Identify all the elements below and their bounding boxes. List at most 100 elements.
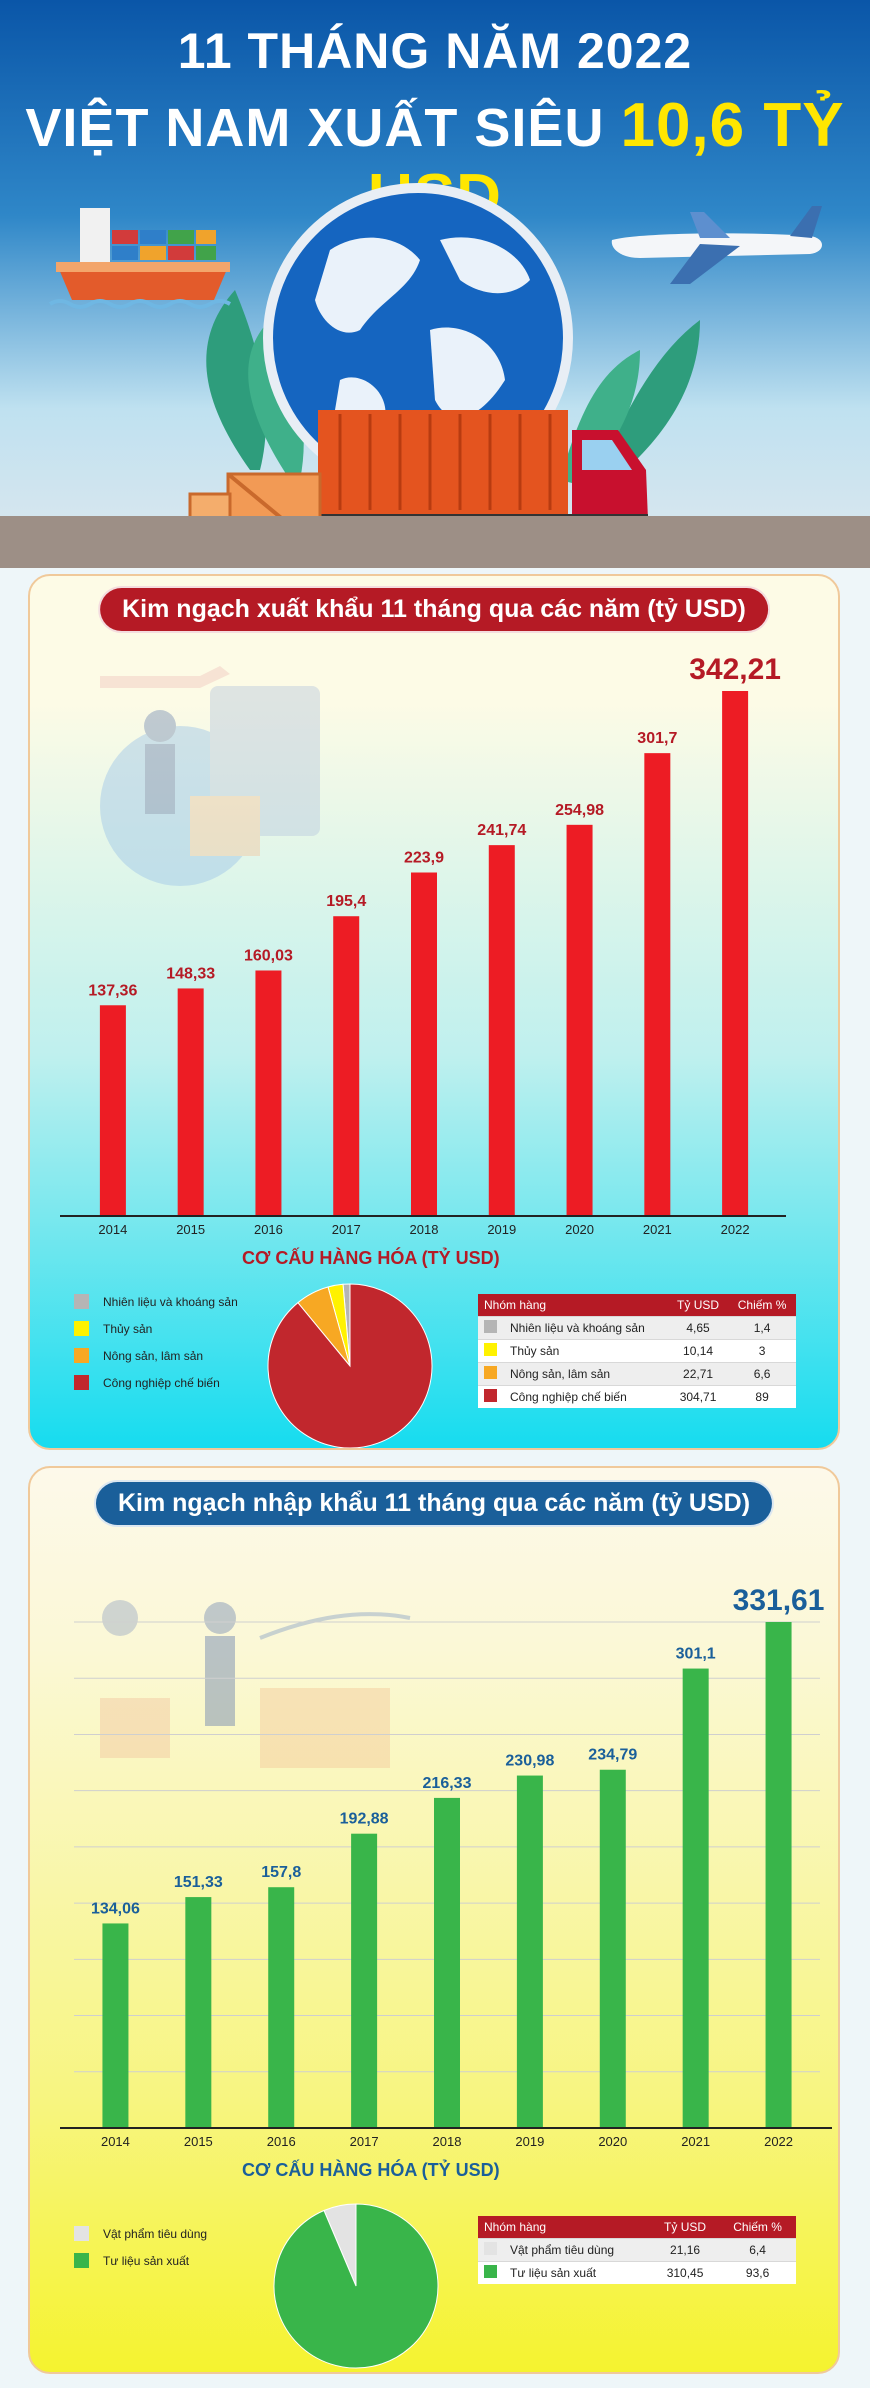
export-year-label: 2015 (176, 1222, 205, 1237)
row-group-name: Công nghiệp chế biến (504, 1384, 668, 1408)
export-bar-2019 (488, 845, 515, 1216)
import-pie-legend: Vật phẩm tiêu dùng Tư liệu sản xuất (74, 2220, 207, 2274)
row-share: 1,4 (728, 1315, 796, 1339)
import-year-label: 2022 (764, 2134, 793, 2149)
legend-swatch (74, 1348, 89, 1363)
import-structure-title: CƠ CẤU HÀNG HÓA (TỶ USD) (242, 2160, 500, 2180)
row-value: 4,65 (667, 1315, 729, 1339)
table-row: Nhiên liệu và khoáng sản 4,65 1,4 (478, 1315, 796, 1339)
legend-swatch (74, 1321, 89, 1336)
legend-swatch (74, 2253, 89, 2268)
col-header-value: Tỷ USD (650, 2216, 720, 2238)
table-row: Công nghiệp chế biến 304,71 89 (478, 1384, 796, 1408)
import-pie-chart (273, 2203, 439, 2369)
subtitle-prefix: VIỆT NAM XUẤT SIÊU (25, 98, 605, 158)
row-share: 3 (728, 1338, 796, 1362)
import-year-label: 2015 (184, 2134, 213, 2149)
import-year-label: 2019 (515, 2134, 544, 2149)
row-swatch-cell (478, 1384, 504, 1408)
export-bar-2020 (566, 824, 593, 1216)
export-pie-legend: Nhiên liệu và khoáng sản Thủy sản Nông sản… (74, 1288, 238, 1396)
import-value-label: 151,33 (174, 1874, 223, 1891)
legend-item: Thủy sản (74, 1315, 238, 1342)
legend-item: Tư liệu sản xuất (74, 2247, 207, 2274)
row-swatch-cell (478, 2237, 504, 2261)
cargo-ship-icon (48, 208, 232, 309)
legend-item: Công nghiệp chế biến (74, 1369, 238, 1396)
import-bar-2022 (765, 1622, 792, 2128)
export-value-label: 137,36 (88, 982, 137, 999)
export-value-label: 160,03 (244, 947, 293, 964)
legend-item: Vật phẩm tiêu dùng (74, 2220, 207, 2247)
table-row: Thủy sản 10,14 3 (478, 1338, 796, 1362)
import-year-label: 2017 (350, 2134, 379, 2149)
import-value-label: 301,1 (676, 1646, 716, 1663)
row-swatch-cell (478, 1315, 504, 1339)
row-share: 93,6 (719, 2260, 796, 2284)
export-bar-2018 (411, 872, 437, 1216)
export-value-label: 223,9 (404, 850, 444, 867)
logistics-worker-illustration (100, 1600, 411, 1768)
export-value-label: 195,4 (326, 893, 366, 910)
import-bar-2016 (268, 1887, 295, 2128)
col-header-group: Nhóm hàng (478, 1294, 668, 1316)
row-group-name: Vật phẩm tiêu dùng (504, 2237, 651, 2261)
import-year-label: 2016 (267, 2134, 296, 2149)
export-bar-2022 (722, 691, 749, 1216)
import-value-label: 234,79 (588, 1747, 637, 1764)
row-value: 310,45 (650, 2260, 720, 2284)
row-swatch (484, 2241, 497, 2255)
export-year-label: 2021 (643, 1222, 672, 1237)
clipboard-worker-illustration (100, 666, 320, 886)
export-bar-2015 (177, 988, 204, 1216)
hero-illustration (48, 183, 822, 558)
export-bar-2021 (644, 753, 671, 1216)
col-header-group: Nhóm hàng (478, 2216, 651, 2238)
import-value-label: 134,06 (91, 1900, 140, 1917)
legend-swatch (74, 2226, 89, 2241)
import-year-label: 2018 (433, 2134, 462, 2149)
legend-label: Nông sản, lâm sản (103, 1348, 204, 1363)
export-bar-2014 (99, 1005, 126, 1216)
col-header-value: Tỷ USD (667, 1294, 729, 1316)
import-bar-2017 (351, 1833, 378, 2128)
import-value-label: 331,61 (733, 1584, 825, 1617)
export-year-label: 2017 (332, 1222, 361, 1237)
export-bar-2016 (255, 970, 282, 1216)
import-structure-table: Nhóm hàng Tỷ USD Chiếm % Vật phẩm tiêu d… (478, 2216, 796, 2284)
export-structure-table: Nhóm hàng Tỷ USD Chiếm % Nhiên liệu và k… (478, 1294, 796, 1408)
legend-label: Tư liệu sản xuất (103, 2253, 190, 2268)
page-subtitle: VIỆT NAM XUẤT SIÊU 10,6 TỶ USD (0, 90, 870, 232)
row-group-name: Nông sản, lâm sản (504, 1361, 668, 1385)
import-year-label: 2014 (101, 2134, 130, 2149)
export-year-label: 2020 (565, 1222, 594, 1237)
export-value-label: 342,21 (689, 653, 781, 686)
row-swatch (484, 1342, 497, 1356)
col-header-share: Chiếm % (719, 2216, 796, 2238)
import-bar-2020 (599, 1769, 626, 2128)
row-group-name: Thủy sản (504, 1338, 668, 1362)
export-year-label: 2022 (721, 1222, 750, 1237)
export-structure-title: CƠ CẤU HÀNG HÓA (TỶ USD) (242, 1248, 500, 1268)
export-year-label: 2019 (487, 1222, 516, 1237)
row-swatch (484, 1319, 497, 1333)
import-chart-title: Kim ngạch nhập khẩu 11 tháng qua các năm… (93, 1480, 775, 1527)
import-year-label: 2020 (598, 2134, 627, 2149)
export-value-label: 148,33 (166, 965, 215, 982)
export-value-label: 241,74 (477, 822, 526, 839)
row-share: 6,4 (719, 2237, 796, 2261)
import-value-label: 216,33 (423, 1775, 472, 1792)
table-row: Vật phẩm tiêu dùng 21,16 6,4 (478, 2237, 796, 2261)
export-year-label: 2018 (410, 1222, 439, 1237)
col-header-share: Chiếm % (728, 1294, 796, 1316)
airplane-icon (611, 206, 822, 284)
row-swatch (484, 2264, 497, 2278)
import-bar-2019 (516, 1775, 543, 2128)
table-header-row: Nhóm hàng Tỷ USD Chiếm % (478, 2216, 796, 2238)
export-bar-2017 (333, 916, 360, 1216)
export-value-label: 254,98 (555, 802, 604, 819)
legend-label: Nhiên liệu và khoáng sản (103, 1294, 238, 1309)
legend-label: Công nghiệp chế biến (103, 1375, 220, 1390)
row-swatch-cell (478, 1338, 504, 1362)
import-value-label: 192,88 (340, 1811, 389, 1828)
